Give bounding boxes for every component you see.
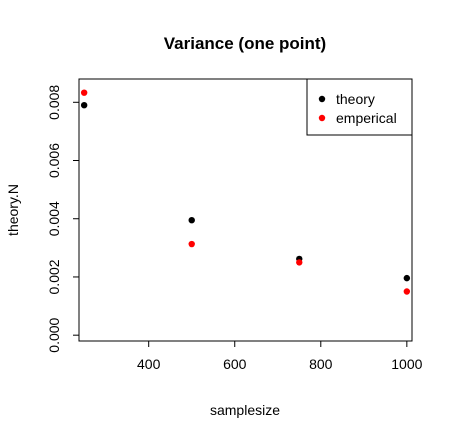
y-tick-label: 0.004 bbox=[46, 201, 62, 236]
legend-marker-emperical bbox=[319, 115, 325, 121]
y-axis-title: theory.N bbox=[5, 184, 21, 236]
x-tick-label: 400 bbox=[137, 356, 161, 372]
point-theory bbox=[81, 102, 87, 108]
chart-title: Variance (one point) bbox=[164, 34, 326, 53]
y-tick-label: 0.008 bbox=[46, 85, 62, 120]
y-tick-label: 0.000 bbox=[46, 317, 62, 352]
x-axis: 400 600 800 1000 bbox=[137, 341, 423, 372]
x-axis-title: samplesize bbox=[210, 402, 280, 418]
point-emperical bbox=[296, 259, 302, 265]
y-tick-label: 0.006 bbox=[46, 143, 62, 178]
legend-label-emperical: emperical bbox=[336, 110, 397, 126]
point-theory bbox=[404, 275, 410, 281]
point-emperical bbox=[189, 241, 195, 247]
x-tick-label: 800 bbox=[309, 356, 333, 372]
legend: theory emperical bbox=[307, 79, 412, 135]
legend-label-theory: theory bbox=[336, 91, 375, 107]
y-tick-label: 0.002 bbox=[46, 259, 62, 294]
y-axis: 0.000 0.002 0.004 0.006 0.008 bbox=[46, 85, 79, 353]
x-tick-label: 600 bbox=[223, 356, 247, 372]
x-tick-label: 1000 bbox=[391, 356, 422, 372]
point-theory bbox=[189, 217, 195, 223]
point-emperical bbox=[81, 89, 87, 95]
legend-marker-theory bbox=[319, 96, 325, 102]
legend-box bbox=[307, 79, 412, 135]
point-emperical bbox=[404, 288, 410, 294]
